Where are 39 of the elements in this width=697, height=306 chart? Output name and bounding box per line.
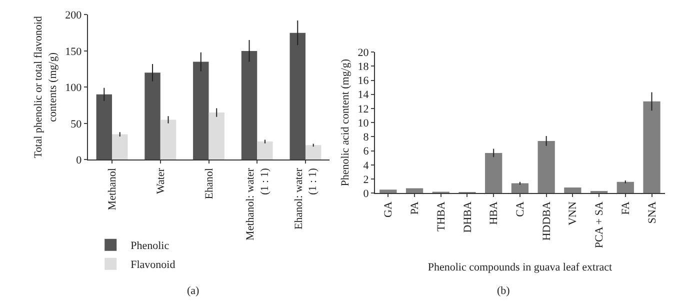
- x-tick-label: Methanol: [106, 168, 119, 210]
- x-tick-label: DHBA: [462, 202, 474, 233]
- y-tick-label: 200: [65, 10, 82, 22]
- x-tick-label: THBA: [435, 202, 448, 232]
- x-tick-label: PA: [409, 202, 422, 215]
- x-tick-label: Ehanol: [203, 168, 216, 200]
- y-tick-label: 8: [363, 132, 370, 144]
- y-tick-label: 14: [358, 89, 370, 102]
- legend-label: Phenolic: [130, 240, 170, 252]
- x-tick-label: CA: [514, 202, 527, 217]
- text: (a): [187, 285, 200, 297]
- y-tick-label: 18: [358, 61, 370, 73]
- x-tick-label: Ehanol: water (1 : 1): [292, 168, 320, 230]
- x-axis-title: Phenolic compounds in guava leaf extract: [428, 261, 612, 274]
- y-tick-label: 6: [363, 146, 370, 158]
- y-tick-label: 150: [65, 46, 82, 58]
- x-tick-label: FA: [620, 202, 632, 215]
- x-tick-label: HDDBA: [540, 202, 553, 241]
- x-tick-label: GA: [382, 202, 395, 218]
- x-tick-label: PCA + SA: [594, 202, 606, 248]
- y-tick-label: 100: [65, 82, 82, 94]
- y-tick-label: 2: [363, 174, 369, 186]
- y-tick-label: 0: [363, 188, 370, 200]
- y-axis-title: Phenolic acid content (mg/g): [339, 58, 352, 186]
- y-tick-label: 12: [358, 103, 369, 116]
- x-tick-label: VNN: [567, 202, 580, 226]
- x-tick-label: SNA: [646, 202, 658, 224]
- y-tick-label: 50: [70, 118, 82, 130]
- text: (b): [497, 285, 510, 297]
- y-tick-label: 0: [76, 154, 82, 166]
- x-tick-label: Water: [154, 168, 167, 194]
- y-tick-label: 16: [358, 75, 370, 88]
- y-tick-label: 10: [358, 117, 370, 130]
- y-axis-title: Total phenolic or total flavonoid contents (mg/g): [32, 16, 59, 158]
- x-tick-label: Methanol: water (1 : 1): [244, 168, 271, 240]
- x-tick-label: HBA: [488, 202, 500, 225]
- y-tick-label: 4: [363, 160, 370, 172]
- legend-label: Flavonoid: [130, 259, 176, 272]
- y-tick-label: 20: [358, 46, 370, 59]
